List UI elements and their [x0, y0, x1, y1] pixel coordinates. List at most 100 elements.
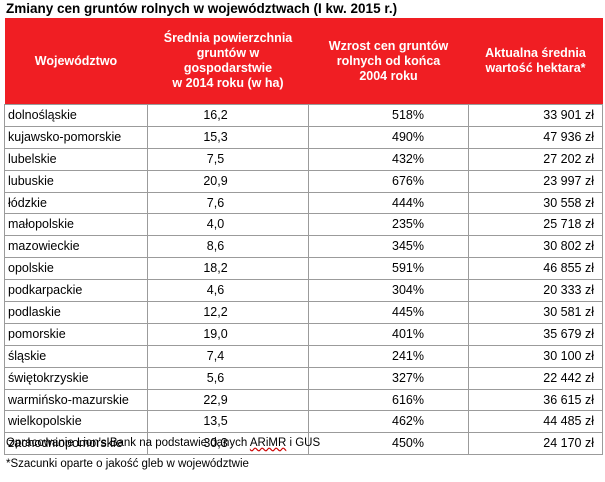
table-row: kujawsko-pomorskie 15,3 490% 47 936 zł: [4, 126, 603, 149]
table-row: pomorskie 19,0 401% 35 679 zł: [4, 323, 603, 346]
avg-area-cell: 22,9: [147, 389, 309, 412]
avg-value-cell: 27 202 zł: [468, 148, 603, 171]
avg-value-cell: 23 997 zł: [468, 170, 603, 193]
source-note: Opracowanie Lion's Bank na podstawie dan…: [6, 437, 320, 449]
avg-area-cell: 7,6: [147, 192, 309, 215]
table-row: mazowieckie 8,6 345% 30 802 zł: [4, 235, 603, 259]
avg-area-cell: 19,0: [147, 323, 309, 346]
header-avg-area-line: Średnia powierzchnia: [163, 31, 293, 45]
avg-area-cell: 8,6: [147, 235, 309, 259]
land-price-table: Województwo Średnia powierzchnia gruntów w…: [4, 18, 603, 456]
voivodeship-cell: dolnośląskie: [4, 104, 148, 127]
price-growth-cell: 444%: [308, 192, 469, 215]
header-avg-value-line: wartość hektara*: [485, 61, 586, 75]
table-body: dolnośląskie 16,2 518% 33 901 zł kujawsko-po…: [4, 104, 603, 456]
voivodeship-cell: śląskie: [4, 345, 148, 368]
avg-value-cell: 44 485 zł: [468, 410, 603, 434]
avg-area-cell: 7,5: [147, 148, 309, 171]
avg-value-cell: 36 615 zł: [468, 389, 603, 412]
avg-area-cell: 13,5: [147, 410, 309, 434]
header-price-growth-line: rolnych od końca: [336, 53, 441, 68]
header-price-growth-line: Wzrost cen gruntów: [328, 38, 449, 53]
avg-value-cell: 22 442 zł: [468, 367, 603, 390]
price-growth-cell: 490%: [308, 126, 469, 149]
table-row: podlaskie 12,2 445% 30 581 zł: [4, 301, 603, 324]
avg-value-cell: 46 855 zł: [468, 257, 603, 281]
voivodeship-cell: lubuskie: [4, 170, 148, 193]
voivodeship-cell: pomorskie: [4, 323, 148, 346]
header-avg-value: Aktualna średnia wartość hektara*: [468, 18, 603, 105]
table-row: lubelskie 7,5 432% 27 202 zł: [4, 148, 603, 171]
price-table-container: Województwo Średnia powierzchnia gruntów w…: [4, 18, 603, 456]
avg-value-cell: 35 679 zł: [468, 323, 603, 346]
header-price-growth: Wzrost cen gruntów rolnych od końca 2004 r…: [308, 18, 469, 105]
price-growth-cell: 304%: [308, 279, 469, 303]
header-avg-area: Średnia powierzchnia gruntów w gospodarst…: [147, 18, 309, 105]
avg-value-cell: 30 802 zł: [468, 235, 603, 259]
avg-area-cell: 15,3: [147, 126, 309, 149]
header-avg-area-line: gruntów w gospodarstwie: [183, 46, 273, 75]
table-row: łódzkie 7,6 444% 30 558 zł: [4, 192, 603, 215]
table-row: dolnośląskie 16,2 518% 33 901 zł: [4, 104, 603, 127]
source-suffix: i GUS: [286, 437, 321, 449]
header-voivodeship-line: Województwo: [34, 53, 118, 68]
avg-area-cell: 5,6: [147, 367, 309, 390]
page-title: Zmiany cen gruntów rolnych w województwa…: [6, 1, 398, 16]
voivodeship-cell: warmińsko-mazurskie: [4, 389, 148, 412]
price-growth-cell: 327%: [308, 367, 469, 390]
table-row: wielkopolskie 13,5 462% 44 485 zł: [4, 410, 603, 434]
voivodeship-cell: podlaskie: [4, 301, 148, 324]
avg-area-cell: 16,2: [147, 104, 309, 127]
table-row: podkarpackie 4,6 304% 20 333 zł: [4, 279, 603, 303]
price-growth-cell: 518%: [308, 104, 469, 127]
header-avg-value-line: Aktualna średnia: [485, 46, 586, 60]
source-prefix: Opracowanie Lion's Bank na podstawie dan…: [6, 437, 250, 449]
price-growth-cell: 241%: [308, 345, 469, 368]
avg-area-cell: 12,2: [147, 301, 309, 324]
avg-value-cell: 30 581 zł: [468, 301, 603, 324]
price-growth-cell: 235%: [308, 213, 469, 237]
avg-value-cell: 20 333 zł: [468, 279, 603, 303]
avg-value-cell: 47 936 zł: [468, 126, 603, 149]
avg-area-cell: 20,9: [147, 170, 309, 193]
table-row: lubuskie 20,9 676% 23 997 zł: [4, 170, 603, 193]
header-avg-area-line: w 2014 roku (w ha): [172, 76, 284, 90]
table-header-row: Województwo Średnia powierzchnia gruntów w…: [4, 18, 603, 105]
avg-area-cell: 18,2: [147, 257, 309, 281]
voivodeship-cell: mazowieckie: [4, 235, 148, 259]
price-growth-cell: 445%: [308, 301, 469, 324]
avg-value-cell: 30 558 zł: [468, 192, 603, 215]
voivodeship-cell: zachodniopomorskie: [4, 432, 148, 456]
price-growth-cell: 616%: [308, 389, 469, 412]
header-voivodeship: Województwo: [4, 18, 148, 105]
price-growth-cell: 676%: [308, 170, 469, 193]
avg-value-cell: 33 901 zł: [468, 104, 603, 127]
voivodeship-cell: lubelskie: [4, 148, 148, 171]
price-growth-cell: 401%: [308, 323, 469, 346]
price-growth-cell: 591%: [308, 257, 469, 281]
table-row: zachodniopomorskie 30,3 450% 24 170 zł: [4, 432, 603, 456]
voivodeship-cell: podkarpackie: [4, 279, 148, 303]
price-growth-cell: 432%: [308, 148, 469, 171]
table-row: opolskie 18,2 591% 46 855 zł: [4, 257, 603, 281]
avg-area-cell: 4,6: [147, 279, 309, 303]
table-row: małopolskie 4,0 235% 25 718 zł: [4, 213, 603, 237]
table-row: świętokrzyskie 5,6 327% 22 442 zł: [4, 367, 603, 390]
table-row: śląskie 7,4 241% 30 100 zł: [4, 345, 603, 368]
voivodeship-cell: opolskie: [4, 257, 148, 281]
source-arimr: ARiMR: [249, 437, 287, 449]
price-growth-cell: 462%: [308, 410, 469, 434]
footnote: *Szacunki oparte o jakość gleb w wojewód…: [6, 458, 249, 470]
avg-value-cell: 30 100 zł: [468, 345, 603, 368]
avg-value-cell: 25 718 zł: [468, 213, 603, 237]
avg-area-cell: 7,4: [147, 345, 309, 368]
voivodeship-cell: wielkopolskie: [4, 410, 148, 434]
voivodeship-cell: świętokrzyskie: [4, 367, 148, 390]
price-growth-cell: 345%: [308, 235, 469, 259]
header-price-growth-line: 2004 roku: [359, 68, 418, 83]
voivodeship-cell: łódzkie: [4, 192, 148, 215]
avg-area-cell: 4,0: [147, 213, 309, 237]
price-growth-cell: 450%: [308, 432, 469, 456]
voivodeship-cell: małopolskie: [4, 213, 148, 237]
table-row: warmińsko-mazurskie 22,9 616% 36 615 zł: [4, 389, 603, 412]
